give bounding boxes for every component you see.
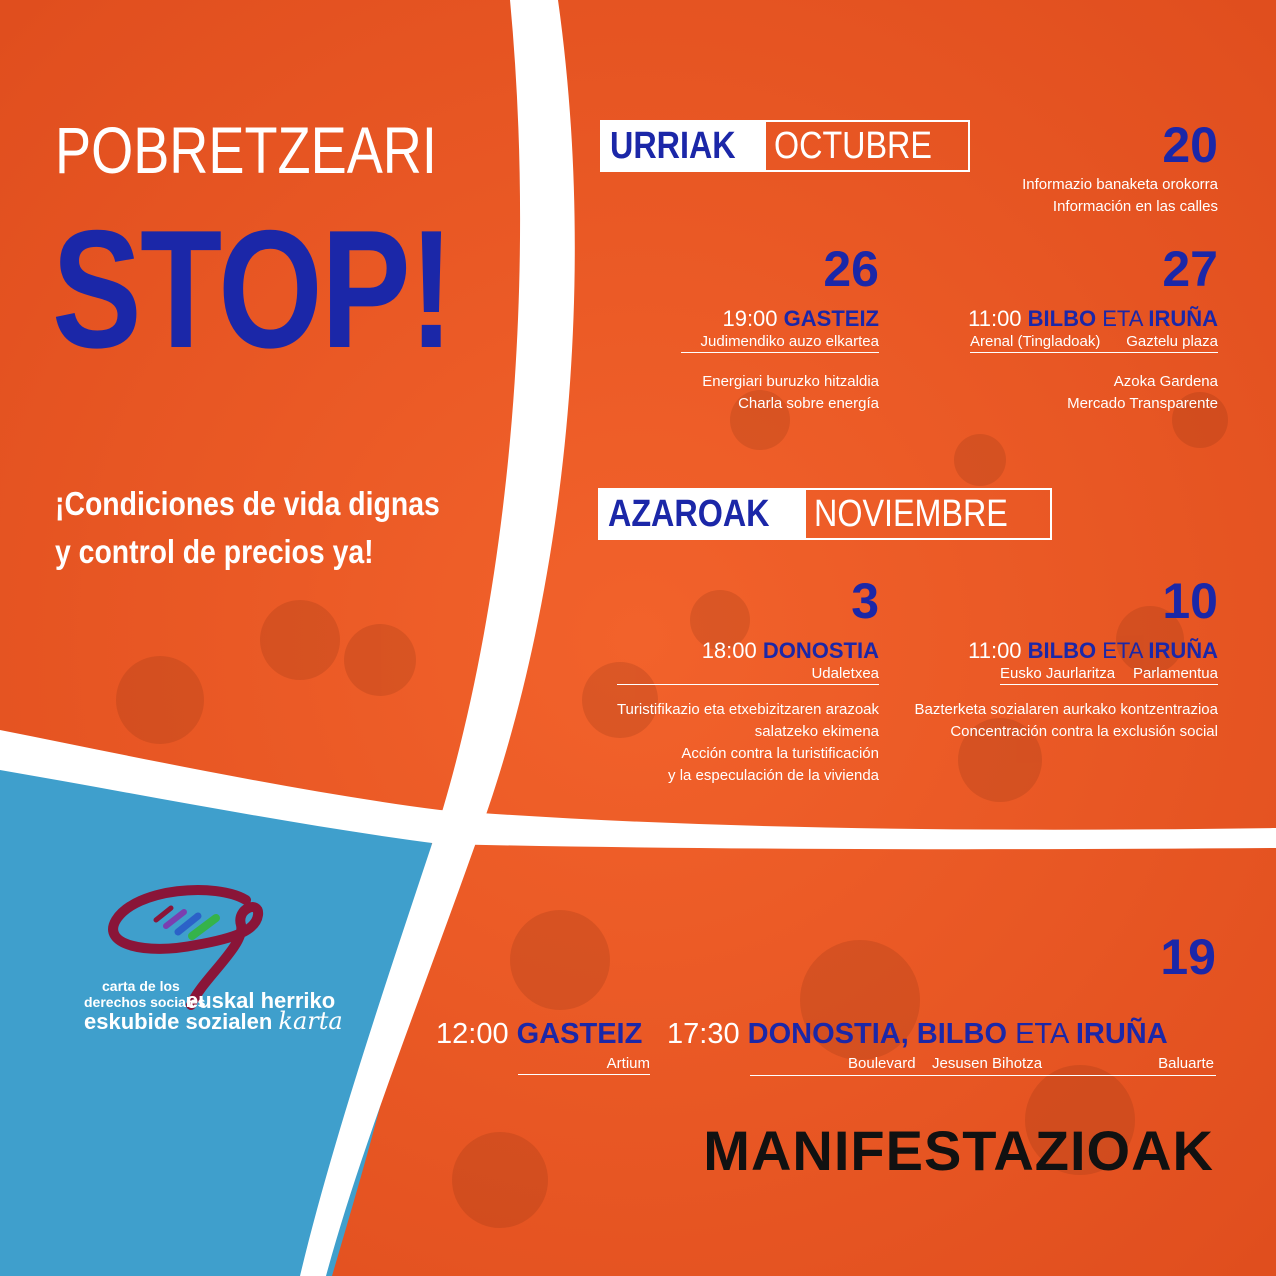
event-day: 3 [851, 573, 879, 629]
event-desc-es: Información en las calles [1052, 198, 1218, 215]
event-city-c: IRUÑA [1075, 1018, 1168, 1050]
event-conjunction: ETA [1015, 1018, 1068, 1050]
horizontal-white-band [0, 730, 1276, 850]
event-city-2: IRUÑA [1148, 638, 1218, 663]
event-places: Eusko Jaurlaritza Parlamentua [1000, 666, 1218, 685]
event-time-city: 11:00 BILBO ETA IRUÑA [968, 308, 1218, 330]
event-nov-10: 10 11:00 BILBO ETA IRUÑA Eusko Jaurlarit… [914, 576, 1218, 743]
event-desc-eu-1: Turistifikazio eta etxebizitzaren arazoa… [616, 701, 879, 718]
event-nov-19-day: 19 [1160, 929, 1216, 985]
event-city-b: DONOSTIA, BILBO [747, 1018, 1008, 1050]
event-time: 18:00 [701, 638, 757, 663]
event-desc-es: Mercado Transparente [1067, 395, 1218, 412]
event-desc-es: Charla sobre energía [738, 395, 879, 412]
event-city-2: IRUÑA [1148, 306, 1218, 331]
event-city: DONOSTIA [762, 638, 879, 663]
event-day: 20 [1162, 117, 1218, 173]
vertical-white-band [300, 0, 575, 1276]
event-desc-eu: Informazio banaketa orokorra [1022, 176, 1218, 193]
event-city-1: BILBO [1027, 638, 1097, 663]
logo-text: carta de los derechos sociales euskal he… [84, 978, 343, 1035]
logo-line1: carta de los [102, 978, 180, 994]
event-time-city: 11:00 BILBO ETA IRUÑA [914, 640, 1218, 662]
event-place-2: Gaztelu plaza [1126, 333, 1218, 350]
event-oct-27: 27 11:00 BILBO ETA IRUÑA Arenal (Tinglad… [968, 244, 1218, 415]
event-place-b2: Jesusen Bihotza [932, 1055, 1043, 1072]
event-place-1: Arenal (Tingladoak) [970, 333, 1101, 350]
event-day: 26 [823, 241, 879, 297]
logo-line3: euskal herriko [186, 988, 336, 1013]
event-day: 10 [1162, 573, 1218, 629]
event-place-c: Baluarte [1158, 1055, 1214, 1072]
event-desc-eu-2: salatzeko ekimena [754, 723, 879, 740]
event-day: 27 [1162, 241, 1218, 297]
month-spanish: NOVIEMBRE [813, 492, 1008, 535]
event-places-b: Boulevard Jesusen Bihotza Baluarte [750, 1056, 1216, 1076]
event-desc-es-2: y la especulación de la vivienda [668, 767, 879, 784]
headline-line1: POBRETZEARI [55, 113, 437, 187]
event-desc-eu: Azoka Gardena [1113, 373, 1218, 390]
crowd-texture [116, 390, 1228, 1228]
event-places: Arenal (Tingladoak) Gaztelu plaza [970, 334, 1218, 353]
month-header-november: AZAROAK NOVIEMBRE [598, 488, 1053, 540]
event-time-city: 19:00 GASTEIZ [681, 308, 879, 330]
event-place: Judimendiko auzo elkartea [680, 334, 879, 353]
headline-stop: STOP! [52, 195, 454, 383]
logo-loop-icon [108, 884, 263, 1010]
event-place: Udaletxea [616, 666, 879, 685]
event-place-b1: Boulevard [848, 1055, 916, 1072]
slogan-line1: ¡Condiciones de vida dignas [55, 485, 440, 522]
month-basque: AZAROAK [600, 490, 806, 538]
slogan: ¡Condiciones de vida dignas y control de… [55, 480, 440, 576]
event-city: GASTEIZ [783, 306, 879, 331]
event-nov-19-others: 17:30 DONOSTIA, BILBO ETA IRUÑA [667, 1020, 1168, 1049]
event-city-1: BILBO [1027, 306, 1097, 331]
event-oct-20: 20 Informazio banaketa orokorra Informac… [1022, 120, 1218, 218]
month-basque: URRIAK [602, 122, 766, 170]
event-time: 11:00 [968, 638, 1022, 663]
month-spanish: OCTUBRE [773, 124, 932, 167]
event-time-city: 18:00 DONOSTIA [617, 640, 879, 662]
event-time: 19:00 [722, 306, 778, 331]
event-conjunction: ETA [1102, 306, 1143, 331]
event-city-a: GASTEIZ [516, 1018, 643, 1050]
month-header-october: URRIAK OCTUBRE [600, 120, 970, 172]
event-time: 11:00 [968, 306, 1022, 331]
event-desc-eu: Energiari buruzko hitzaldia [702, 373, 879, 390]
event-nov-19-gasteiz: 12:00 GASTEIZ [436, 1020, 642, 1049]
event-nov-3: 3 18:00 DONOSTIA Udaletxea Turistifikazi… [616, 573, 879, 787]
event-desc-es: Concentración contra la exclusión social [950, 723, 1218, 740]
event-conjunction: ETA [1102, 638, 1143, 663]
event-oct-26: 26 19:00 GASTEIZ Judimendiko auzo elkart… [680, 241, 879, 415]
event-place-2: Parlamentua [1132, 665, 1218, 682]
slogan-line2: y control de precios ya! [55, 533, 374, 570]
logo-line4: eskubide sozialen karta [84, 1007, 343, 1035]
logo-line2: derechos sociales [84, 994, 206, 1010]
event-desc-es-1: Acción contra la turistificación [681, 745, 879, 762]
logo-line5: karta [278, 1007, 343, 1035]
manifestazioak-title: MANIFESTAZIOAK [703, 1119, 1214, 1182]
event-place-1: Eusko Jaurlaritza [1000, 665, 1116, 682]
event-desc-eu: Bazterketa sozialaren aurkako kontzentra… [914, 701, 1218, 718]
blue-panel [0, 758, 432, 1276]
event-time-1: 12:00 [436, 1018, 509, 1050]
event-time-2: 17:30 [667, 1018, 740, 1050]
event-place-a: Artium [518, 1056, 650, 1075]
